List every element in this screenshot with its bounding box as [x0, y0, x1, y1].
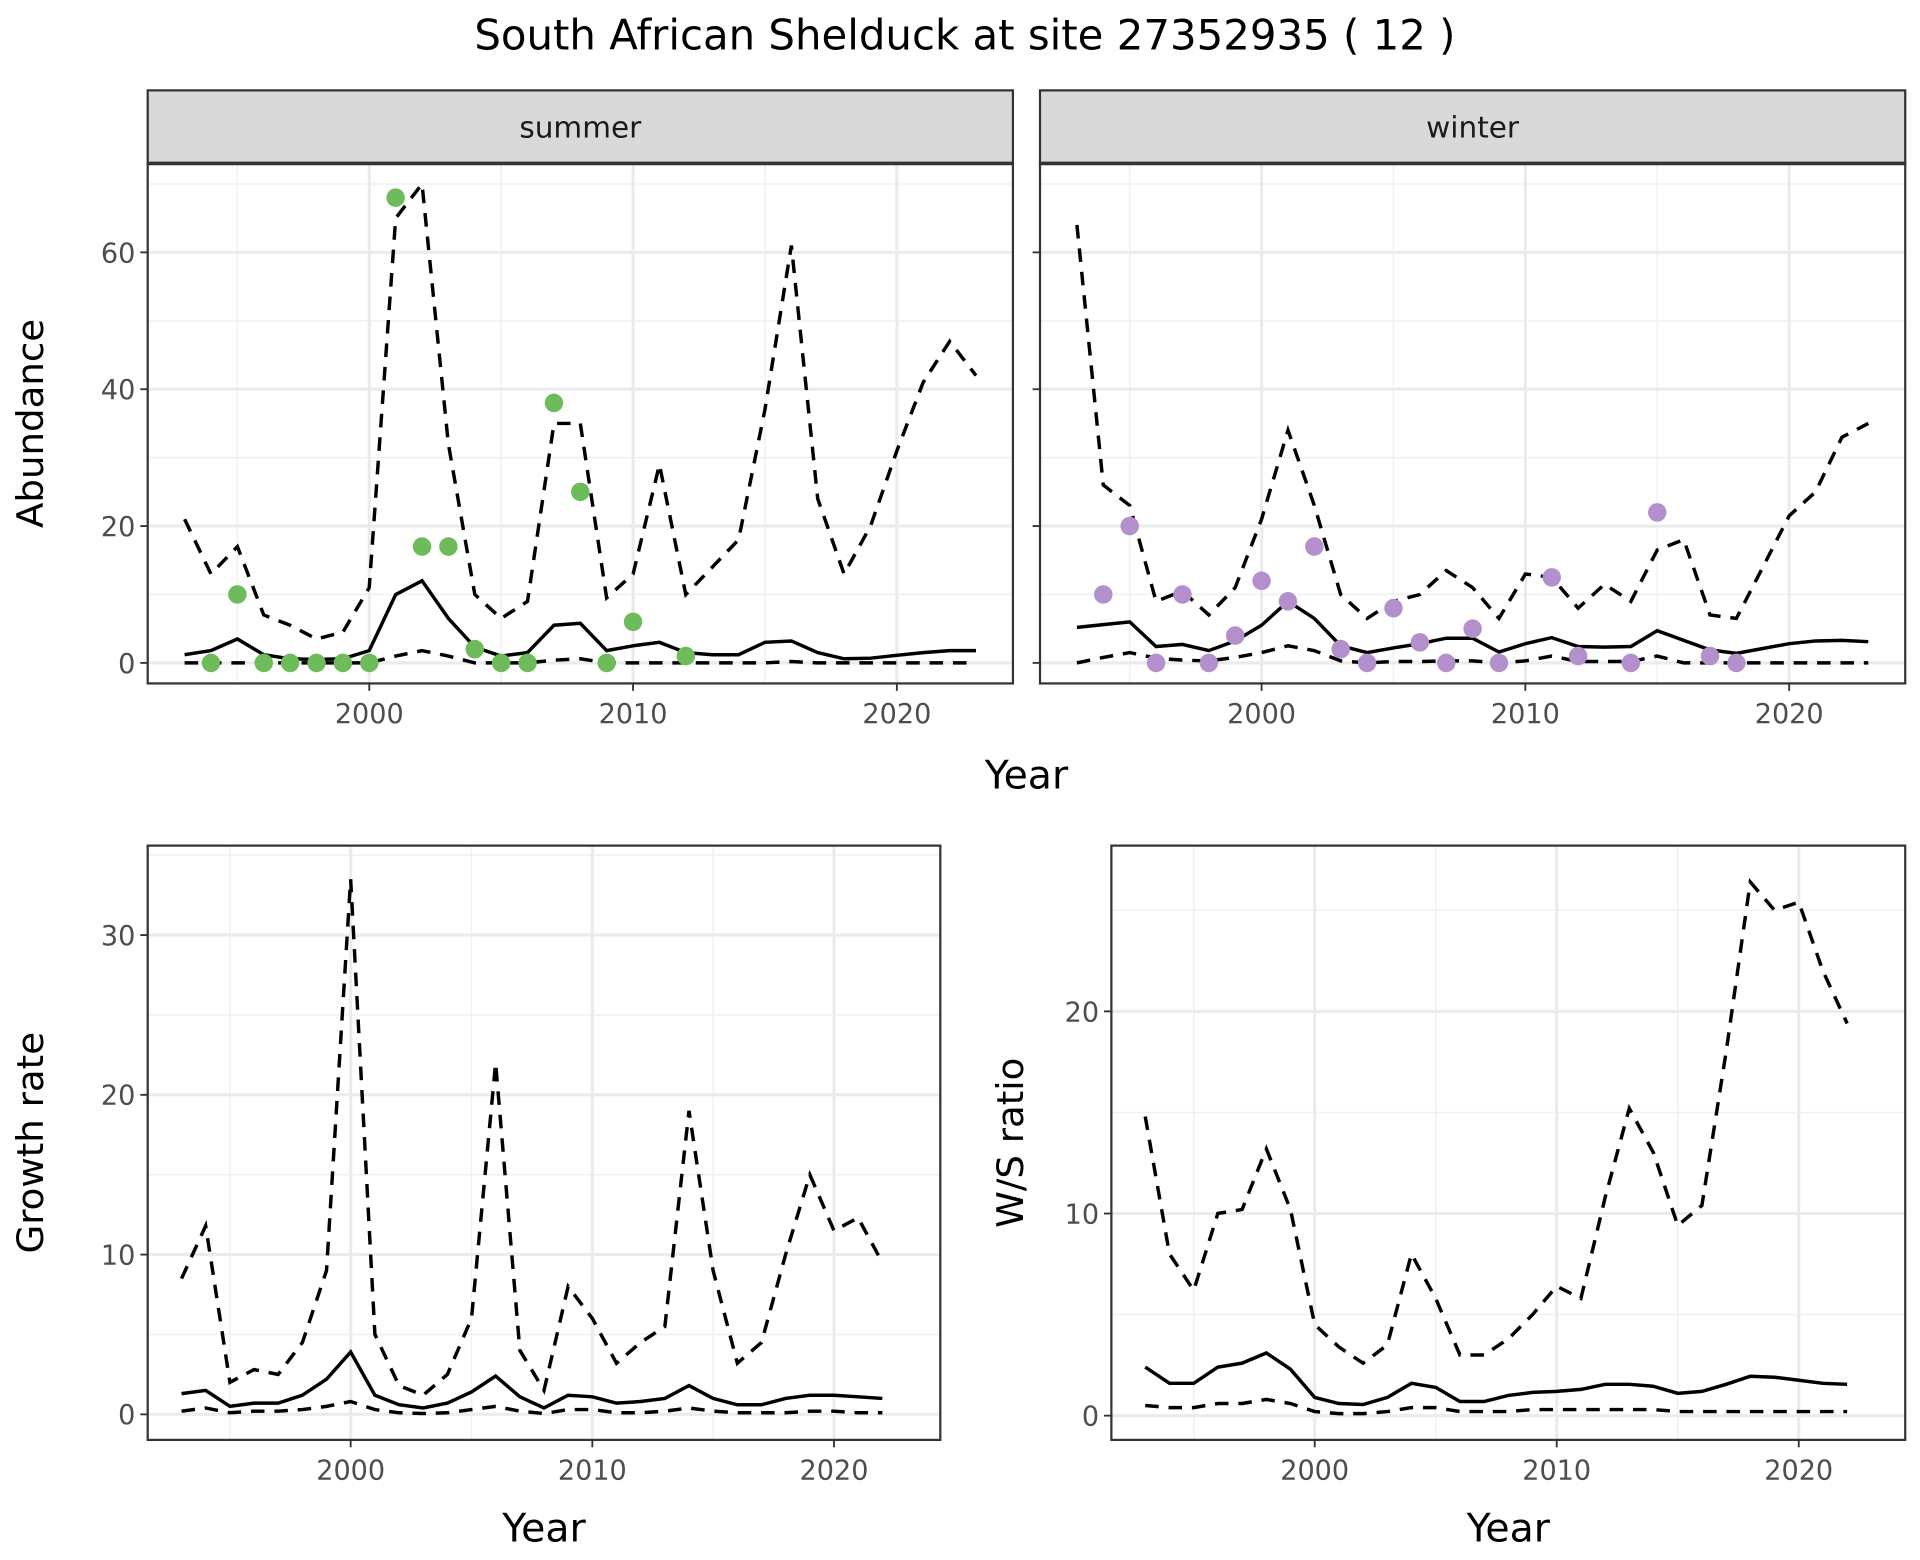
lower-bound-line	[184, 648, 976, 665]
plot-background	[1040, 163, 1906, 684]
data-point	[518, 653, 537, 673]
y-tick-label: 30	[101, 921, 135, 952]
panel-w-s-ratio: 2000 2010 2020 0 10 20 W/S ratio Year	[989, 844, 1907, 1551]
data-point	[1252, 571, 1271, 591]
x-axis-label: Year	[984, 753, 1069, 799]
panel-border	[146, 844, 942, 1442]
panel-border	[1110, 844, 1907, 1442]
y-tick-label: 40	[101, 375, 135, 406]
data-point	[412, 537, 432, 556]
data-point	[491, 653, 511, 673]
data-point	[201, 653, 221, 673]
y-tick-label: 10	[101, 1240, 135, 1271]
y-tick-label: 20	[101, 512, 135, 543]
data-point	[307, 653, 326, 673]
x-tick-label: 2020	[1764, 1455, 1833, 1486]
plot-background	[147, 845, 941, 1440]
chart-title: South African Shelduck at site 27352935 …	[474, 10, 1455, 59]
data-point	[597, 653, 616, 673]
data-point	[676, 646, 696, 666]
x-axis-label: Year	[1466, 1505, 1551, 1551]
plot-background	[1111, 845, 1906, 1440]
mean-line	[181, 1349, 883, 1410]
y-tick-label: 0	[1082, 1401, 1099, 1432]
x-tick-label: 2000	[1280, 1455, 1349, 1486]
upper-bound-line	[179, 879, 884, 1398]
data-point	[1384, 598, 1403, 618]
data-point	[544, 393, 564, 413]
data-point	[1648, 503, 1667, 522]
data-point	[1621, 653, 1641, 673]
data-point	[465, 639, 485, 659]
data-point	[386, 188, 405, 207]
y-tick-label: 20	[101, 1081, 135, 1112]
y-tick-label: 20	[1065, 997, 1099, 1028]
facet-strip	[146, 89, 1015, 165]
facet-label: summer	[519, 110, 642, 144]
lower-bound-line	[1145, 1397, 1848, 1416]
data-point	[1278, 592, 1298, 611]
mean-line	[1144, 1351, 1848, 1407]
data-point	[1489, 653, 1509, 673]
x-tick-label: 2020	[1755, 699, 1824, 730]
x-tick-label: 2010	[1522, 1455, 1591, 1486]
data-point	[1120, 516, 1139, 536]
y-axis-label: Growth rate	[9, 1032, 52, 1254]
x-tick-label: 2020	[862, 699, 931, 730]
x-tick-label: 2010	[1491, 699, 1560, 730]
y-axis-label: W/S ratio	[989, 1058, 1032, 1228]
data-point	[1305, 537, 1324, 556]
panel-growth-rate: 2000 2010 2020 0 10 20 30 Growth rate Year	[9, 844, 942, 1551]
panel-summer: 2000 2010 2020 0 20 40 60 summer Abundance	[9, 89, 1015, 730]
data-point	[1568, 646, 1588, 666]
data-point	[623, 612, 643, 632]
data-point	[1410, 633, 1430, 652]
data-point	[1173, 585, 1192, 604]
data-point	[571, 482, 590, 502]
x-tick-label: 2000	[1227, 699, 1296, 730]
x-tick-label: 2000	[335, 699, 404, 730]
data-point	[439, 537, 458, 556]
x-tick-label: 2010	[599, 699, 668, 730]
data-point	[254, 653, 273, 673]
mean-line	[1076, 599, 1869, 656]
upper-bound-line	[1075, 224, 1870, 622]
data-point	[1094, 585, 1113, 604]
data-point	[1225, 626, 1245, 645]
panel-winter: 2000 2010 2020 winter	[1032, 89, 1907, 730]
data-point	[1437, 653, 1456, 673]
data-point	[228, 585, 247, 604]
x-tick-label: 2020	[800, 1455, 869, 1486]
data-point	[1146, 653, 1166, 673]
y-axis-label: Abundance	[9, 319, 52, 528]
data-point	[1542, 568, 1561, 587]
y-tick-label: 0	[118, 649, 135, 680]
upper-bound-line	[1143, 878, 1849, 1366]
data-point	[1700, 646, 1720, 666]
x-tick-label: 2000	[316, 1455, 385, 1486]
facet-label: winter	[1426, 110, 1520, 144]
data-point	[1727, 653, 1746, 673]
lower-bound-line	[181, 1399, 883, 1416]
y-tick-label: 60	[101, 238, 135, 269]
plot-background	[147, 163, 1013, 684]
y-tick-label: 0	[118, 1400, 135, 1431]
y-tick-label: 10	[1065, 1199, 1099, 1230]
x-tick-label: 2010	[558, 1455, 627, 1486]
data-point	[1463, 619, 1482, 638]
x-axis-label: Year	[501, 1505, 586, 1551]
data-point	[360, 653, 379, 673]
data-point	[280, 653, 300, 673]
facet-strip	[1038, 89, 1907, 165]
data-point	[1357, 653, 1377, 673]
data-point	[333, 653, 353, 673]
data-point	[1331, 639, 1350, 659]
data-point	[1199, 653, 1219, 673]
